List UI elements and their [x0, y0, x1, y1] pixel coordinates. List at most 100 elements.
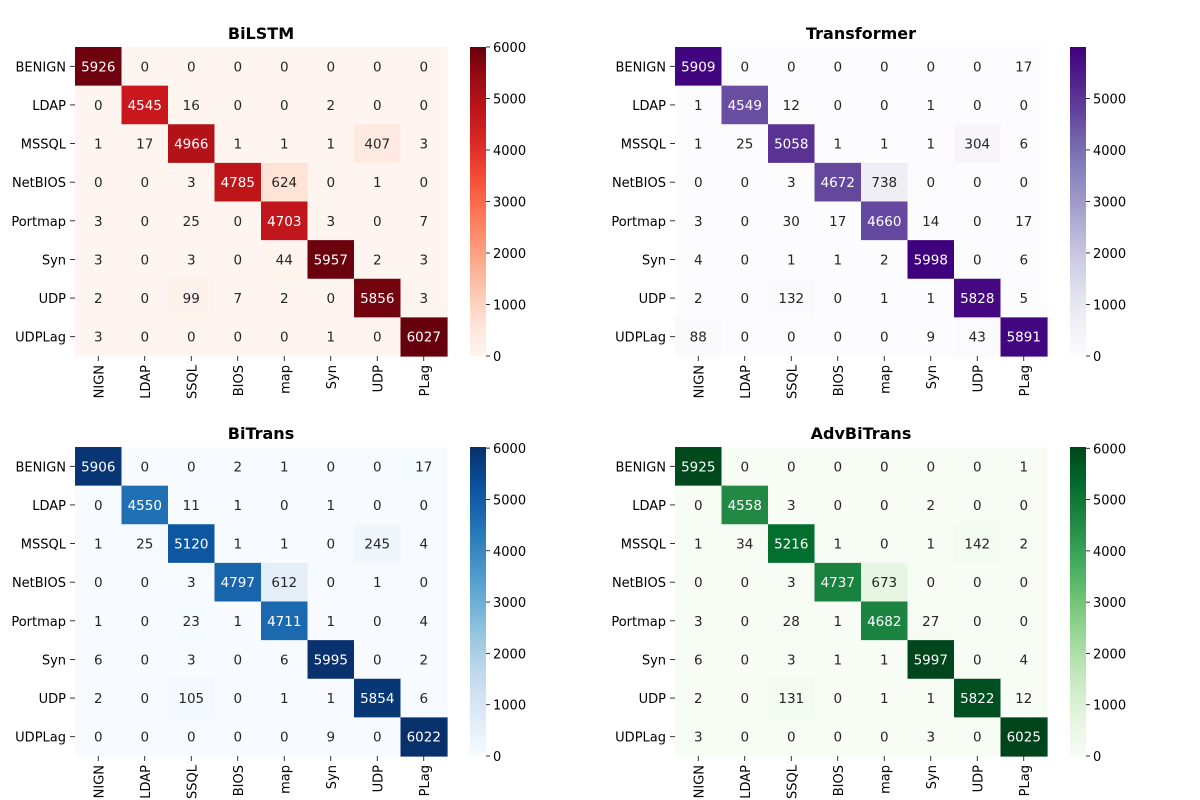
colorbar	[470, 447, 486, 756]
cell-value-label: 3	[694, 730, 703, 746]
y-tick-label: Portmap	[611, 615, 666, 630]
heatmap-cell	[307, 447, 355, 487]
cell-value-label: 0	[787, 459, 796, 475]
heatmap-cell	[168, 485, 216, 525]
x-tick-label: SSQL	[185, 364, 200, 399]
heatmap-cell	[121, 278, 169, 318]
cell-value-label: 0	[326, 59, 335, 75]
cell-value-label: 0	[140, 730, 149, 746]
heatmap-cell	[400, 201, 448, 241]
cell-value-label: 0	[280, 59, 289, 75]
heatmap-cell	[721, 485, 769, 525]
heatmap-cell	[721, 124, 769, 164]
x-tick-label: Syn	[325, 365, 340, 389]
heatmap-cell	[1000, 85, 1048, 125]
chart-title: BiTrans	[228, 424, 294, 443]
cell-value-label: 1	[233, 137, 242, 153]
heatmap-cell	[354, 240, 402, 280]
heatmap-cell	[814, 240, 862, 280]
cell-value-label: 0	[833, 498, 842, 514]
x-tick-label: LDAP	[739, 365, 754, 399]
heatmap-cell	[721, 201, 769, 241]
heatmap-cell	[75, 278, 123, 318]
x-tick-label: BIOS	[232, 365, 247, 396]
heatmap-cell	[168, 278, 216, 318]
cell-value-label: 0	[740, 59, 749, 75]
heatmap-cell	[1000, 640, 1048, 680]
cell-value-label: 0	[880, 98, 889, 114]
cell-value-label: 17	[1015, 214, 1032, 230]
heatmap-cell	[261, 640, 309, 680]
cell-value-label: 17	[415, 459, 432, 475]
cell-value-label: 0	[1019, 614, 1028, 630]
cell-value-label: 0	[1019, 575, 1028, 591]
heatmap-cell	[907, 562, 955, 603]
heatmap-cell	[954, 678, 1002, 718]
heatmap-cell	[907, 240, 955, 280]
cell-value-label: 0	[140, 214, 149, 230]
heatmap-cell	[1000, 124, 1048, 164]
heatmap-cell	[675, 717, 723, 757]
cell-value-label: 5957	[314, 252, 348, 268]
cell-value-label: 0	[419, 59, 428, 75]
cell-value-label: 0	[373, 214, 382, 230]
cell-value-label: 0	[94, 175, 103, 191]
heatmap-cell	[675, 278, 723, 318]
heatmap-cell	[121, 447, 169, 487]
heatmap-cell	[214, 47, 262, 87]
heatmap-cell	[768, 678, 816, 718]
cell-value-label: 1	[787, 252, 796, 268]
heatmap-cell	[75, 524, 123, 564]
cell-value-label: 4785	[221, 175, 255, 191]
heatmap-cell	[768, 640, 816, 680]
heatmap-cell	[1000, 240, 1048, 280]
heatmap-cell	[861, 562, 909, 603]
cell-value-label: 2	[694, 691, 703, 707]
cell-value-label: 0	[880, 59, 889, 75]
heatmap-cell	[721, 524, 769, 564]
cell-value-label: 0	[740, 575, 749, 591]
heatmap-cell	[814, 485, 862, 525]
heatmap-cell	[168, 524, 216, 564]
cell-value-label: 0	[1019, 98, 1028, 114]
heatmap-cell	[675, 485, 723, 525]
x-tick-label: PLag	[418, 365, 433, 396]
cell-value-label: 0	[233, 691, 242, 707]
heatmap-cell	[354, 278, 402, 318]
colorbar-tick-label: 0	[1093, 750, 1101, 765]
cell-value-label: 0	[140, 652, 149, 668]
x-tick-label: NIGN	[92, 765, 107, 798]
heatmap-cell	[168, 447, 216, 487]
heatmap-cell	[121, 240, 169, 280]
y-tick-label: NetBIOS	[12, 576, 66, 591]
cell-value-label: 3	[94, 252, 103, 268]
colorbar	[1070, 47, 1086, 356]
heatmap-cell	[400, 47, 448, 87]
cell-value-label: 0	[140, 175, 149, 191]
heatmap-cell	[814, 85, 862, 125]
heatmap-cell	[954, 124, 1002, 164]
heatmap-cell	[121, 201, 169, 241]
colorbar-tick-label: 4000	[493, 144, 526, 159]
cell-value-label: 6	[94, 652, 103, 668]
heatmap-cell	[954, 240, 1002, 280]
cell-value-label: 1	[280, 137, 289, 153]
y-tick-label: BENIGN	[16, 460, 67, 475]
cell-value-label: 0	[373, 730, 382, 746]
cell-value-label: 5997	[914, 652, 948, 668]
x-tick-label: UDP	[971, 765, 986, 793]
heatmap-cell	[768, 524, 816, 564]
cell-value-label: 5058	[774, 137, 808, 153]
x-tick-label: PLag	[1018, 365, 1033, 396]
cell-value-label: 1	[326, 498, 335, 514]
heatmap-cell	[861, 524, 909, 564]
heatmap-cell	[721, 317, 769, 357]
heatmap-cell	[721, 278, 769, 318]
cell-value-label: 4	[419, 614, 428, 630]
colorbar-tick-label: 1000	[493, 299, 526, 314]
cell-value-label: 0	[373, 59, 382, 75]
heatmap-cell	[400, 640, 448, 680]
heatmap-cell	[214, 524, 262, 564]
x-tick-label: BIOS	[232, 765, 247, 796]
